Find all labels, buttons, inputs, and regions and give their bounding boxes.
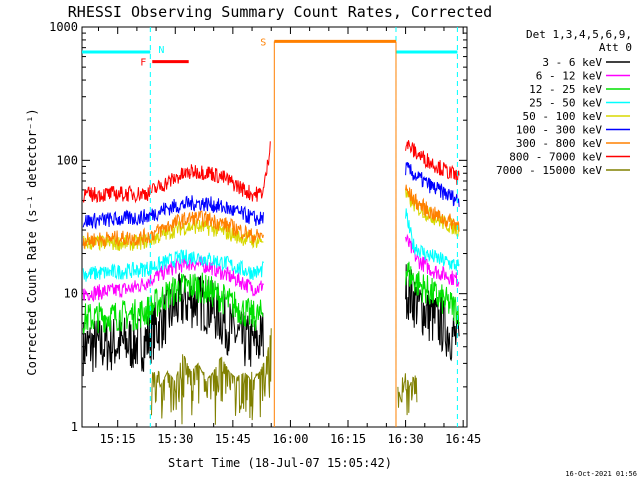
x-tick-label: 16:30 — [388, 432, 424, 446]
legend-header: Det 1,3,4,5,6,9, — [526, 28, 632, 41]
series-line — [405, 208, 460, 271]
series-line — [405, 140, 460, 186]
x-axis-label: Start Time (18-Jul-07 15:05:42) — [168, 456, 392, 470]
legend-entry-label: 800 - 7000 keV — [509, 151, 602, 164]
x-tick-label: 15:15 — [100, 432, 136, 446]
flare-label: F — [140, 58, 146, 69]
saturation-label: S — [260, 37, 266, 48]
series-line — [82, 141, 271, 204]
series-line — [82, 195, 264, 230]
x-tick-label: 15:45 — [215, 432, 251, 446]
legend-entry-label: 7000 - 15000 keV — [496, 164, 602, 177]
legend-entry-label: 3 - 6 keV — [542, 56, 602, 69]
chart-title: RHESSI Observing Summary Count Rates, Co… — [68, 3, 492, 21]
x-tick-label: 16:45 — [445, 432, 481, 446]
y-axis-label: Corrected Count Rate (s⁻¹ detector⁻¹) — [25, 108, 39, 375]
legend-entry-label: 25 - 50 keV — [529, 97, 602, 110]
series-line — [405, 161, 460, 207]
series-line — [82, 272, 264, 334]
legend-entry-label: 100 - 300 keV — [516, 124, 602, 137]
series-line — [405, 184, 460, 232]
plot-area: 15:15 15:30 15:45 16:00 16:15 16:30 16:45 1 10 10… — [49, 20, 481, 446]
series-line — [397, 373, 418, 416]
x-tick-label: 16:15 — [330, 432, 366, 446]
series-line — [82, 210, 264, 249]
night-label: N — [158, 45, 164, 56]
legend-header: Att 0 — [599, 41, 632, 54]
legend-entry-label: 12 - 25 keV — [529, 83, 602, 96]
legend-entry-label: 6 - 12 keV — [536, 70, 603, 83]
y-tick-label: 10 — [64, 287, 78, 301]
legend-entry-label: 50 - 100 keV — [523, 110, 603, 123]
x-tick-label: 15:30 — [157, 432, 193, 446]
y-tick-label: 1 — [71, 420, 78, 434]
series-line — [82, 249, 264, 282]
y-tick-label: 100 — [56, 153, 78, 167]
footer-timestamp: 16-Oct-2021 01:56 — [565, 470, 637, 478]
series-line — [405, 264, 460, 362]
x-tick-label: 16:00 — [272, 432, 308, 446]
y-tick-label: 1000 — [49, 20, 78, 34]
series-line — [151, 328, 272, 425]
legend-entry-label: 300 - 800 keV — [516, 137, 602, 150]
series-line — [405, 188, 460, 238]
series-line — [405, 261, 460, 326]
